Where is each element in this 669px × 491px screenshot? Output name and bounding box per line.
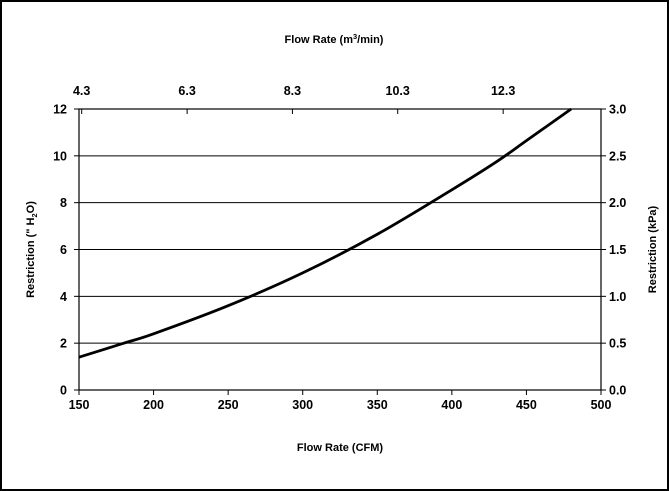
y-tick-label: 2 [60,337,67,351]
x-tick-label: 500 [591,398,612,412]
x-tick-label: 150 [69,398,90,412]
y-tick-label: 12 [53,103,67,117]
x-tick-label: 250 [218,398,239,412]
grid-lines [79,155,601,344]
y2-tick-label: 0.0 [609,384,626,398]
y-axis-title-sub: 2 [30,213,39,217]
x-axis-title: Flow Rate (CFM) [297,442,383,454]
x2-tick-label: 8.3 [284,84,301,98]
top-axis-title: Flow Rate (m3/min) [285,32,384,46]
x2-tick-label: 10.3 [386,84,410,98]
y-axis-title: Restriction (" H2O) [25,201,39,298]
x2-tick-label: 6.3 [178,84,195,98]
x2-tick-label: 4.3 [73,84,90,98]
x-tick-label: 400 [441,398,462,412]
tick-labels: 0 0.0 2 0.5 4 1.0 6 1.5 8 2.0 10 2.5 12 3.0 150 200 250 3… [53,84,626,412]
y-axis-title-main: Restriction (" H [25,217,37,297]
y2-tick-label: 2.0 [609,196,626,210]
y2-tick-label: 0.5 [609,337,626,351]
y2-tick-label: 1.0 [609,290,626,304]
x-tick-label: 350 [367,398,388,412]
top-axis-title-sup: 3 [353,32,357,41]
y2-tick-label: 1.5 [609,243,626,257]
y-axis-title-tail: O) [25,201,37,214]
top-axis-title-tail: /min) [357,34,384,46]
x-tick-label: 200 [143,398,164,412]
y2-tick-label: 3.0 [609,103,626,117]
restriction-curve [78,107,572,359]
top-axis-title-main: Flow Rate (m [285,34,354,46]
y-tick-label: 6 [60,243,67,257]
x-tick-label: 450 [516,398,537,412]
y-tick-label: 0 [60,384,67,398]
y-tick-label: 10 [53,149,67,163]
x-tick-label: 300 [292,398,313,412]
tick-marks [74,108,606,395]
x2-tick-label: 12.3 [491,84,515,98]
y2-tick-label: 2.5 [609,149,626,163]
y-tick-label: 8 [60,196,67,210]
y-tick-label: 4 [60,290,67,304]
right-axis-title: Restriction (kPa) [647,205,659,293]
